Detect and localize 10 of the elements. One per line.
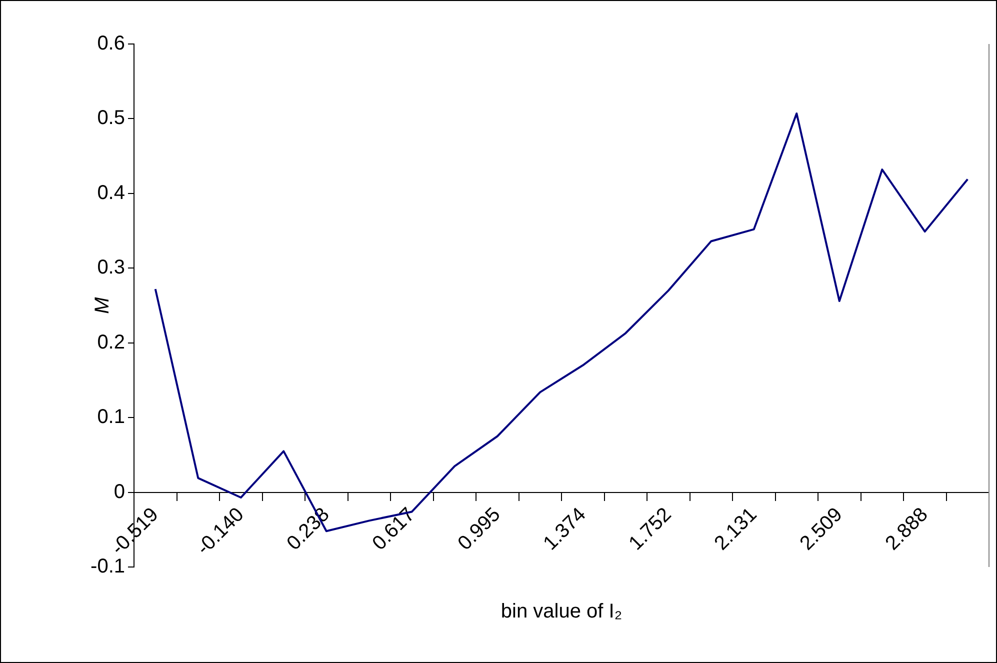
y-tick-label: 0.6 — [97, 32, 125, 55]
y-tick-label: 0.1 — [97, 406, 125, 428]
x-axis-title: bin value of I₂ — [500, 600, 622, 623]
y-tick-label: 0.5 — [97, 107, 125, 130]
y-tick-label: 0.3 — [97, 256, 125, 279]
y-tick-label: 0.2 — [97, 331, 125, 354]
y-tick-label: 0 — [114, 480, 125, 503]
y-axis-title: M — [92, 296, 114, 314]
y-tick-label: -0.1 — [90, 556, 125, 578]
y-tick-label: 0.4 — [97, 182, 125, 204]
